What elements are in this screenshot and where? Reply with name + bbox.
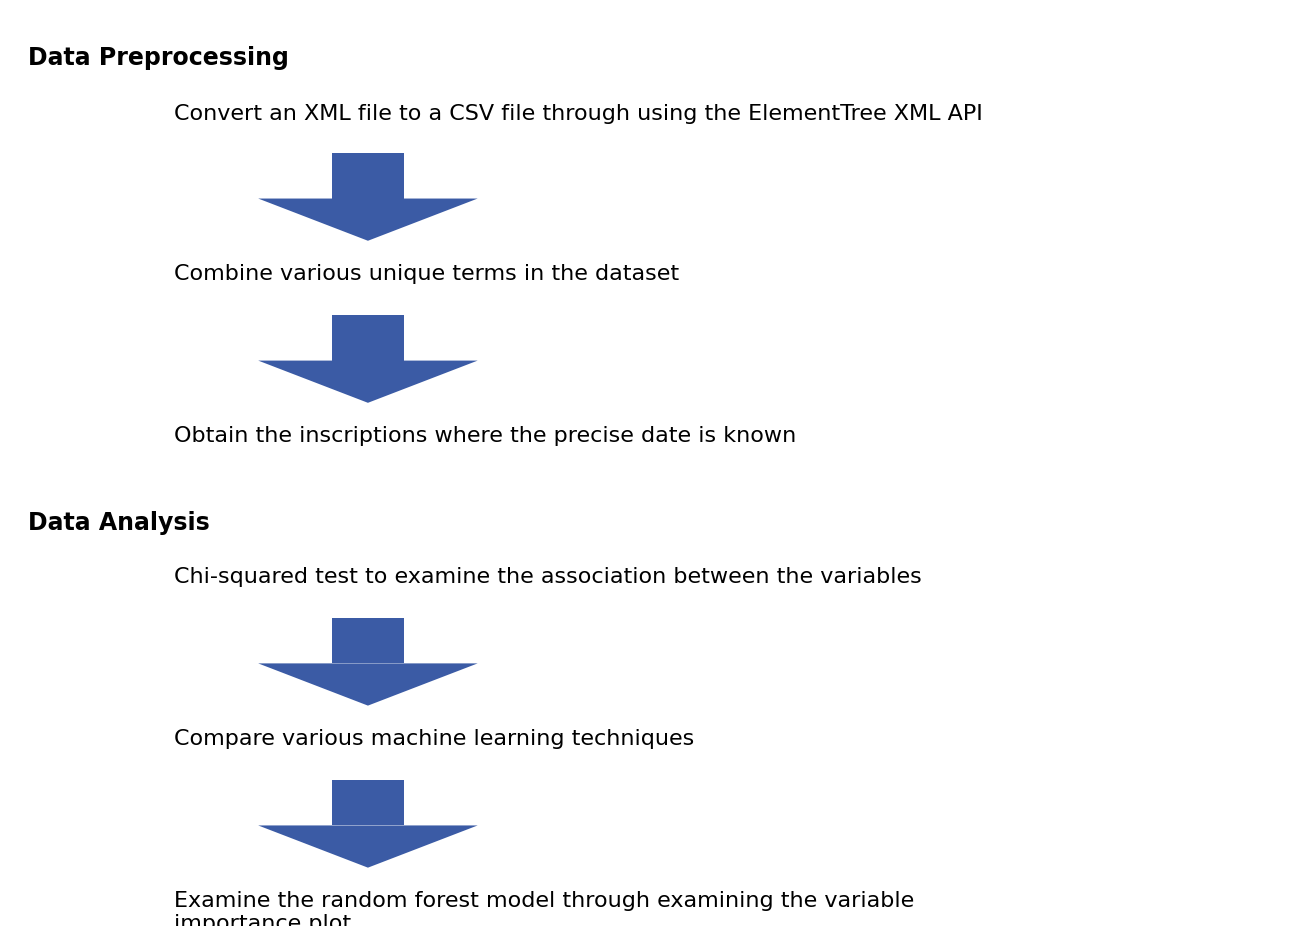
- Text: Convert an XML file to a CSV file through using the ElementTree XML API: Convert an XML file to a CSV file throug…: [174, 104, 982, 124]
- Text: Data Analysis: Data Analysis: [28, 511, 210, 535]
- Polygon shape: [332, 315, 404, 360]
- Polygon shape: [258, 198, 478, 241]
- Text: Chi-squared test to examine the association between the variables: Chi-squared test to examine the associat…: [174, 567, 922, 587]
- Polygon shape: [258, 663, 478, 706]
- Text: Obtain the inscriptions where the precise date is known: Obtain the inscriptions where the precis…: [174, 426, 797, 446]
- Polygon shape: [332, 153, 404, 198]
- Text: Examine the random forest model through examining the variable
importance plot: Examine the random forest model through …: [174, 891, 914, 926]
- Text: Compare various machine learning techniques: Compare various machine learning techniq…: [174, 729, 695, 749]
- Polygon shape: [332, 618, 404, 663]
- Text: Combine various unique terms in the dataset: Combine various unique terms in the data…: [174, 264, 679, 284]
- Text: Data Preprocessing: Data Preprocessing: [28, 46, 289, 70]
- Polygon shape: [258, 825, 478, 868]
- Polygon shape: [258, 360, 478, 403]
- Polygon shape: [332, 780, 404, 825]
